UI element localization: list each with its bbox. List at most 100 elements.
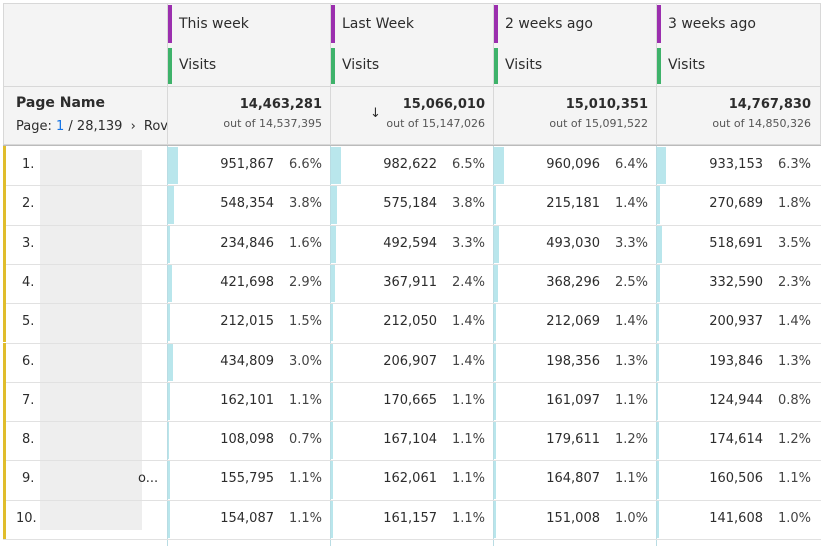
column-title[interactable]: 3 weeks ago [668, 16, 756, 32]
share-bar [168, 264, 173, 303]
share-bar [657, 264, 661, 303]
cell-value: 575,184 [383, 196, 437, 212]
row-label[interactable]: 4. [22, 274, 35, 290]
row-label[interactable]: 5. [22, 314, 35, 330]
cell-value: 933,153 [709, 157, 763, 172]
cell-percent: 1.2% [777, 432, 811, 448]
cell-value: 960,096 [546, 157, 600, 172]
share-bar [657, 186, 660, 224]
cell-percent: 3.5% [777, 235, 811, 251]
share-bar [168, 343, 173, 381]
metric-strip [331, 48, 335, 84]
column-title[interactable]: 2 weeks ago [505, 16, 593, 32]
dimension-strip [168, 5, 172, 43]
row-marker [3, 146, 6, 186]
row-label[interactable]: 10. [16, 510, 37, 526]
share-bar [331, 382, 333, 421]
cell-value: 518,691 [709, 235, 763, 251]
pagination: Page: 1 / 28,139 › Rov [16, 119, 168, 134]
row-label[interactable]: 2. [22, 196, 35, 212]
row-label[interactable]: 3. [22, 235, 35, 251]
share-bar [168, 147, 178, 185]
row-label[interactable]: 8. [22, 432, 35, 448]
column-title[interactable]: Last Week [342, 16, 414, 32]
page-number[interactable]: 1 [56, 119, 65, 134]
share-bar [494, 461, 496, 499]
column-divider [656, 3, 657, 145]
share-bar [494, 343, 496, 381]
row-name[interactable]: o... [138, 471, 159, 487]
share-bar [494, 382, 496, 421]
next-icon[interactable]: › [130, 119, 136, 134]
cell-percent: 0.8% [777, 392, 811, 408]
cell-percent: 1.3% [614, 353, 648, 369]
column-divider [330, 3, 331, 145]
share-bar [331, 343, 334, 381]
dimension-name[interactable]: Page Name [16, 95, 105, 111]
table-header [3, 3, 821, 145]
share-bar [657, 461, 659, 499]
share-bar [494, 186, 497, 224]
row-label[interactable]: 9. [22, 471, 35, 487]
cell-percent: 1.2% [614, 432, 648, 448]
cell-percent: 3.3% [614, 235, 648, 251]
row-divider [3, 539, 821, 540]
cell-percent: 6.6% [288, 157, 322, 172]
cell-value: 174,614 [709, 432, 763, 448]
cell-percent: 1.0% [614, 510, 648, 526]
share-bar [168, 500, 170, 538]
row-marker [3, 421, 6, 461]
cell-value: 270,689 [709, 196, 763, 212]
row-divider [3, 263, 821, 265]
row-marker [3, 185, 6, 225]
cell-value: 434,809 [220, 353, 274, 369]
row-marker [3, 381, 6, 422]
column-divider [330, 146, 331, 546]
metric-name[interactable]: Visits [505, 57, 543, 73]
cell-value: 200,937 [709, 314, 763, 330]
rows-label: Rov [143, 119, 169, 134]
dimension-strip [494, 5, 498, 43]
row-divider [3, 421, 821, 423]
row-divider [3, 499, 821, 501]
cell-percent: 1.5% [288, 314, 322, 330]
metric-name[interactable]: Visits [179, 57, 217, 73]
total-out-of: out of 15,091,522 [549, 117, 648, 130]
row-marker [3, 342, 6, 382]
cell-percent: 1.8% [777, 196, 811, 212]
cell-percent: 3.8% [288, 196, 322, 212]
cell-value: 151,008 [546, 510, 600, 526]
dimension-strip [331, 5, 335, 43]
cell-percent: 1.1% [288, 510, 322, 526]
cell-value: 212,069 [546, 314, 600, 330]
cell-value: 951,867 [220, 157, 274, 172]
row-label[interactable]: 6. [22, 353, 35, 369]
cell-percent: 1.4% [451, 353, 485, 369]
row-divider [3, 460, 821, 462]
cell-value: 332,590 [709, 274, 763, 290]
cell-value: 164,807 [546, 471, 600, 487]
metric-strip [494, 48, 498, 84]
cell-percent: 1.4% [614, 196, 648, 212]
cell-value: 206,907 [383, 353, 437, 369]
column-title[interactable]: This week [179, 16, 249, 32]
cell-percent: 1.1% [451, 432, 485, 448]
cell-value: 193,846 [709, 353, 763, 369]
metric-name[interactable]: Visits [342, 57, 380, 73]
share-bar [657, 500, 659, 538]
cell-percent: 6.5% [451, 157, 485, 172]
row-label[interactable]: 7. [22, 392, 35, 408]
sort-icon[interactable]: ↓ [370, 106, 381, 121]
total-value: 14,463,281 [239, 97, 322, 112]
page-label: Page: [16, 119, 52, 134]
metric-name[interactable]: Visits [668, 57, 706, 73]
row-divider [3, 303, 821, 305]
share-bar [657, 304, 660, 342]
cell-value: 368,296 [546, 274, 600, 290]
cell-value: 367,911 [383, 274, 437, 290]
row-label[interactable]: 1. [22, 157, 35, 172]
cell-percent: 1.1% [614, 392, 648, 408]
dimension-strip [657, 5, 661, 43]
cell-value: 160,506 [709, 471, 763, 487]
